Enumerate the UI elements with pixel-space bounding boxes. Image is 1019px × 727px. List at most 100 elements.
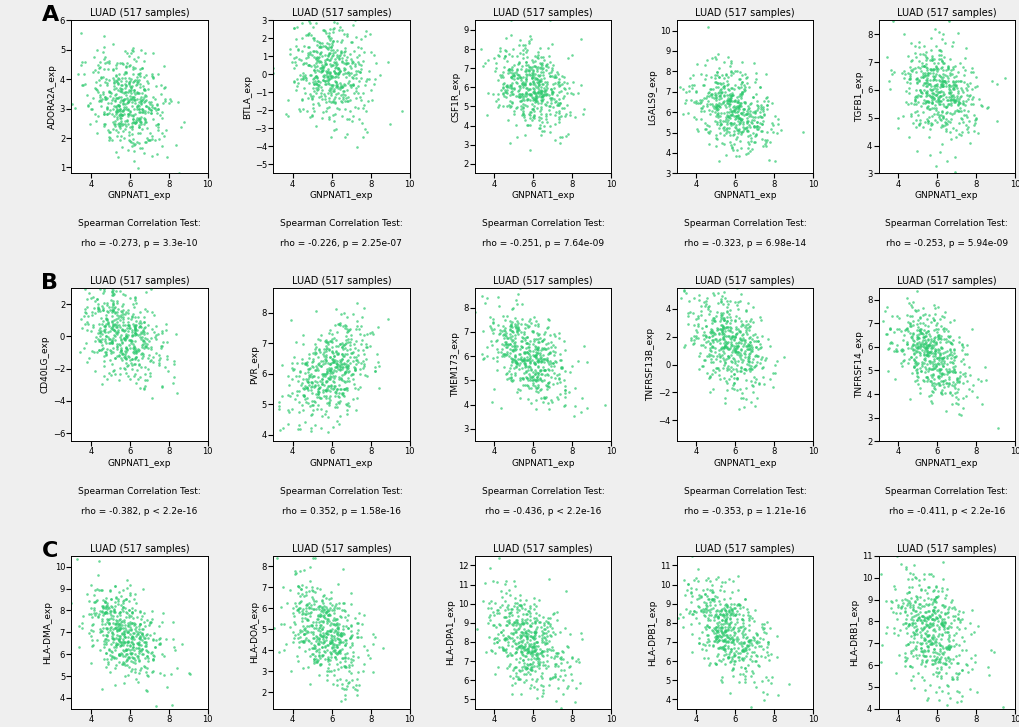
- Point: [350, 41, 366, 53]
- Point: [717, 625, 734, 637]
- Point: [123, 648, 140, 659]
- Point: [720, 656, 737, 667]
- Point: [716, 606, 733, 617]
- Point: [905, 559, 921, 571]
- Point: [954, 95, 970, 107]
- Point: [101, 304, 117, 316]
- Point: [311, 344, 327, 356]
- Point: [312, 37, 328, 49]
- Point: [908, 374, 924, 386]
- Point: [105, 364, 121, 376]
- Point: [108, 321, 124, 332]
- Point: [106, 76, 122, 88]
- Point: [530, 111, 546, 123]
- Point: [523, 397, 539, 409]
- Point: [329, 628, 345, 640]
- Point: [100, 316, 116, 327]
- Point: [341, 60, 358, 72]
- Point: [917, 606, 933, 618]
- Point: [732, 90, 748, 102]
- Point: [519, 642, 535, 654]
- Point: [502, 374, 519, 386]
- Point: [497, 330, 514, 342]
- Point: [685, 79, 701, 91]
- Point: [496, 328, 513, 340]
- Point: [498, 346, 515, 358]
- Point: [523, 89, 539, 101]
- Point: [320, 372, 336, 384]
- Point: [930, 352, 947, 364]
- Point: [717, 125, 734, 137]
- Point: [148, 700, 164, 712]
- Point: [293, 579, 310, 590]
- Point: [687, 572, 703, 584]
- Point: [515, 373, 531, 385]
- Point: [944, 379, 960, 390]
- Point: [496, 644, 513, 656]
- Point: [309, 83, 325, 95]
- Point: [130, 626, 147, 638]
- Point: [490, 641, 506, 653]
- Point: [944, 61, 960, 73]
- Point: [139, 327, 155, 339]
- Point: [102, 326, 118, 337]
- Point: [929, 656, 946, 668]
- Point: [715, 624, 732, 636]
- Point: [112, 613, 128, 624]
- Point: [738, 631, 754, 643]
- Point: [520, 654, 536, 665]
- Point: [328, 59, 344, 71]
- Point: [285, 616, 302, 627]
- Point: [496, 86, 513, 97]
- Point: [904, 334, 920, 345]
- Point: [123, 353, 140, 365]
- Point: [947, 76, 963, 87]
- Point: [902, 675, 918, 686]
- Point: [515, 676, 531, 688]
- Point: [335, 597, 352, 608]
- Point: [744, 106, 760, 118]
- Point: [519, 69, 535, 81]
- Point: [488, 57, 504, 69]
- Point: [107, 330, 123, 342]
- Point: [763, 671, 780, 683]
- Point: [543, 87, 559, 98]
- Point: [271, 400, 287, 411]
- Point: [943, 356, 959, 367]
- Point: [504, 326, 521, 337]
- Point: [334, 652, 351, 664]
- Point: [330, 379, 346, 390]
- Point: [536, 392, 552, 403]
- Point: [323, 97, 339, 108]
- Point: [694, 638, 710, 650]
- Point: [915, 651, 931, 662]
- Point: [954, 353, 970, 365]
- Point: [124, 329, 141, 340]
- Point: [107, 121, 123, 132]
- Point: [138, 100, 154, 112]
- Point: [320, 363, 336, 374]
- Point: [95, 609, 111, 621]
- Point: [938, 680, 955, 692]
- Point: [923, 95, 940, 106]
- Point: [547, 647, 564, 659]
- Point: [534, 634, 550, 646]
- Point: [722, 340, 739, 352]
- Point: [533, 116, 549, 127]
- Point: [937, 94, 954, 105]
- Point: [488, 636, 504, 648]
- Point: [288, 385, 305, 397]
- Point: [520, 624, 536, 635]
- Point: [700, 572, 716, 584]
- Point: [131, 626, 148, 638]
- Point: [548, 606, 565, 618]
- Point: [111, 623, 127, 635]
- Point: [539, 116, 555, 127]
- Point: [919, 334, 935, 345]
- Point: [137, 321, 153, 333]
- Point: [519, 347, 535, 358]
- Point: [925, 614, 942, 625]
- Point: [308, 619, 324, 631]
- Point: [286, 393, 303, 405]
- Point: [346, 342, 363, 353]
